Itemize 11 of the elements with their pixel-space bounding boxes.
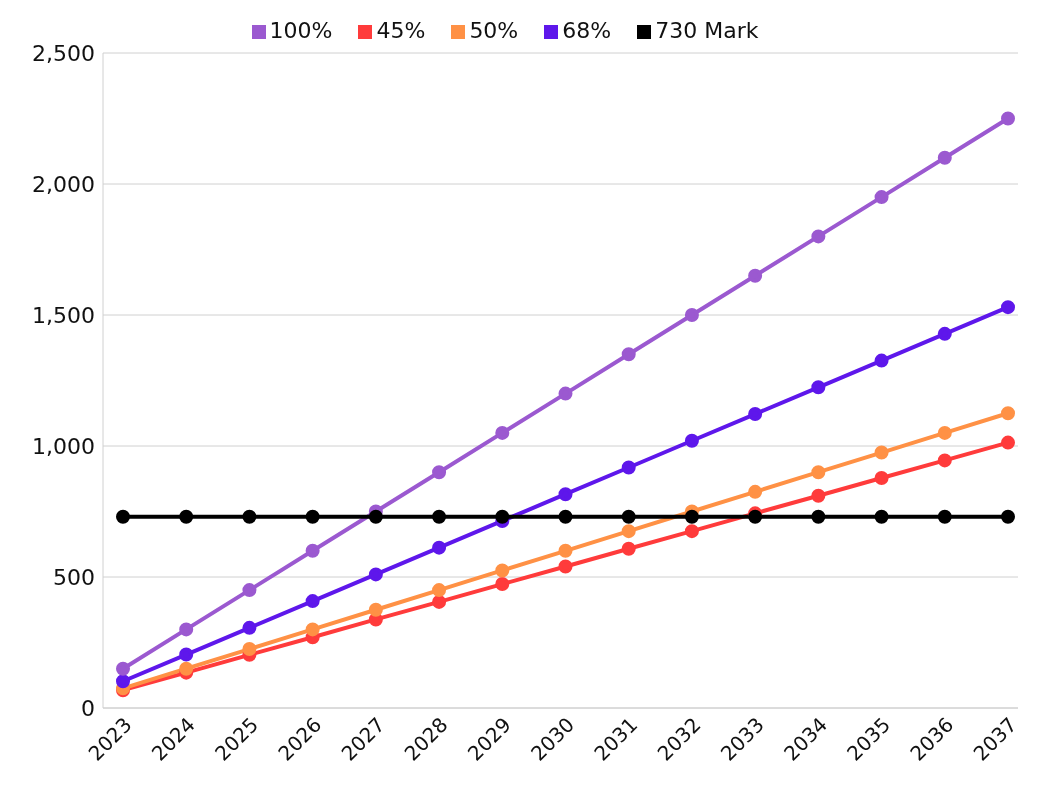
y-tick-label: 2,000 [32,171,95,197]
legend-label: 45% [376,18,426,43]
legend-label: 730 Mark [655,18,759,43]
y-tick-label: 500 [53,564,95,590]
legend-label: 100% [269,18,333,43]
y-tick-label: 1,500 [32,302,95,328]
y-tick-label: 0 [81,695,95,721]
y-tick-label: 2,500 [32,40,95,66]
legend-label: 50% [469,18,519,43]
legend-label: 68% [562,18,612,43]
y-tick-label: 1,000 [32,433,95,459]
